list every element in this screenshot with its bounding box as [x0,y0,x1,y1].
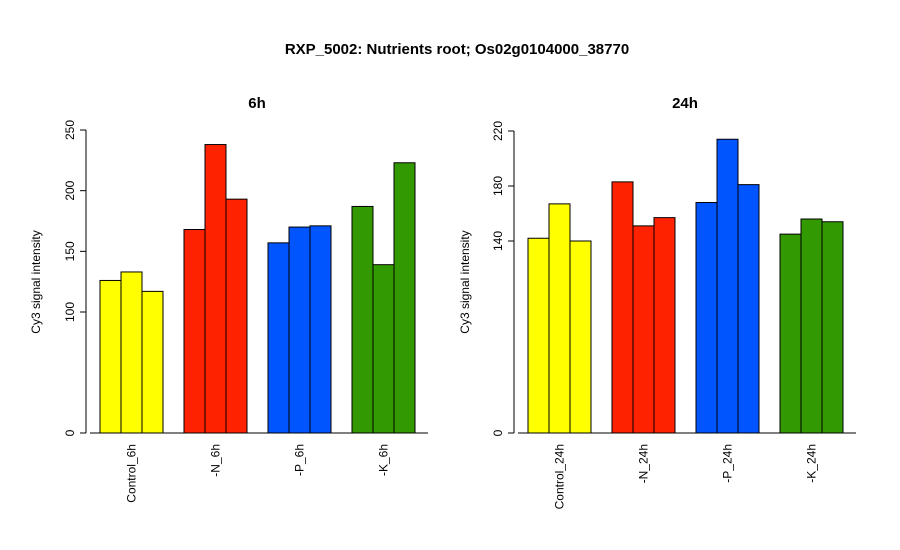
x-category-label: -N_24h [637,444,651,483]
bar-Control_6h-3 [141,290,164,434]
x-category-label: Control_6h [125,444,139,503]
y-tick-label: 200 [63,180,77,200]
bar--N_6h-3 [225,198,248,434]
bar--K_24h-2 [800,218,823,434]
bar-Control_6h-1 [99,279,122,434]
y-tick-label: 220 [491,121,505,141]
bar--P_6h-2 [288,226,311,434]
bar-Control_24h-1 [527,237,550,434]
bar--P_24h-2 [716,138,739,434]
chart-panel-24h: 24h Cy3 signal intensity 0 140 180 220 Control… [458,95,856,509]
bar--N_24h-3 [653,217,676,434]
panel-title: 24h [672,95,698,112]
bar--N_24h-2 [632,225,655,434]
x-category-label: -N_6h [209,444,223,477]
chart-panel-6h: 6h Cy3 signal intensity 0 100 150 200 250 Contr… [29,95,428,503]
y-tick-label: 250 [63,120,77,140]
bar--P_6h-3 [309,225,332,434]
bar--K_6h-3 [393,162,416,434]
bar-Control_24h-2 [548,203,571,434]
x-category-label: -K_6h [377,444,391,476]
bar--N_24h-1 [611,181,634,434]
x-category-label: Control_24h [553,444,567,509]
y-tick-label: 0 [63,429,77,436]
bar--P_24h-1 [695,202,718,434]
bar--P_6h-1 [267,242,290,434]
bar--N_6h-1 [183,228,206,434]
y-tick-label: 100 [63,302,77,322]
x-category-label: -P_6h [293,444,307,476]
bar--N_6h-2 [204,144,227,434]
y-axis-label: Cy3 signal intensity [29,230,43,333]
bar--K_24h-1 [779,233,802,434]
bar--P_24h-3 [737,184,760,434]
y-tick-label: 0 [491,429,505,436]
y-tick-label: 180 [491,176,505,196]
bar--K_6h-2 [372,264,395,434]
bar-Control_6h-2 [120,271,143,434]
panel-title: 6h [248,95,266,112]
bar-Control_24h-3 [569,240,592,434]
x-category-label: -K_24h [805,444,819,483]
y-tick-label: 140 [491,231,505,251]
x-category-label: -P_24h [721,444,735,483]
bar--K_24h-3 [821,221,844,434]
y-axis-label: Cy3 signal intensity [458,230,472,333]
bar--K_6h-1 [351,205,374,434]
figure-title: RXP_5002: Nutrients root; Os02g0104000_3… [285,41,629,58]
y-tick-label: 150 [63,241,77,261]
